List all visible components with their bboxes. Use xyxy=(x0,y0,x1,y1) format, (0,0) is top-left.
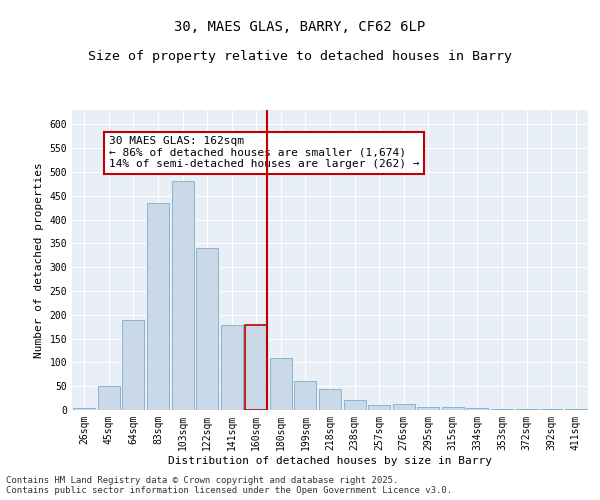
Bar xyxy=(319,388,341,410)
Bar xyxy=(122,320,145,410)
Bar xyxy=(466,408,488,410)
Bar xyxy=(245,325,268,410)
Bar xyxy=(491,408,513,410)
Text: Contains HM Land Registry data © Crown copyright and database right 2025.
Contai: Contains HM Land Registry data © Crown c… xyxy=(6,476,452,495)
Bar xyxy=(295,382,316,410)
Bar xyxy=(344,400,365,410)
Bar xyxy=(417,406,439,410)
Text: 30, MAES GLAS, BARRY, CF62 6LP: 30, MAES GLAS, BARRY, CF62 6LP xyxy=(175,20,425,34)
Bar xyxy=(196,248,218,410)
Text: Size of property relative to detached houses in Barry: Size of property relative to detached ho… xyxy=(88,50,512,63)
Bar xyxy=(540,409,562,410)
Bar xyxy=(270,358,292,410)
X-axis label: Distribution of detached houses by size in Barry: Distribution of detached houses by size … xyxy=(168,456,492,466)
Bar xyxy=(147,203,169,410)
Bar xyxy=(73,408,95,410)
Bar xyxy=(368,405,390,410)
Bar xyxy=(515,408,538,410)
Bar xyxy=(98,386,120,410)
Y-axis label: Number of detached properties: Number of detached properties xyxy=(34,162,44,358)
Bar xyxy=(392,404,415,410)
Bar xyxy=(221,325,243,410)
Bar xyxy=(565,408,587,410)
Text: 30 MAES GLAS: 162sqm
← 86% of detached houses are smaller (1,674)
14% of semi-de: 30 MAES GLAS: 162sqm ← 86% of detached h… xyxy=(109,136,419,170)
Bar xyxy=(442,406,464,410)
Bar xyxy=(172,182,194,410)
